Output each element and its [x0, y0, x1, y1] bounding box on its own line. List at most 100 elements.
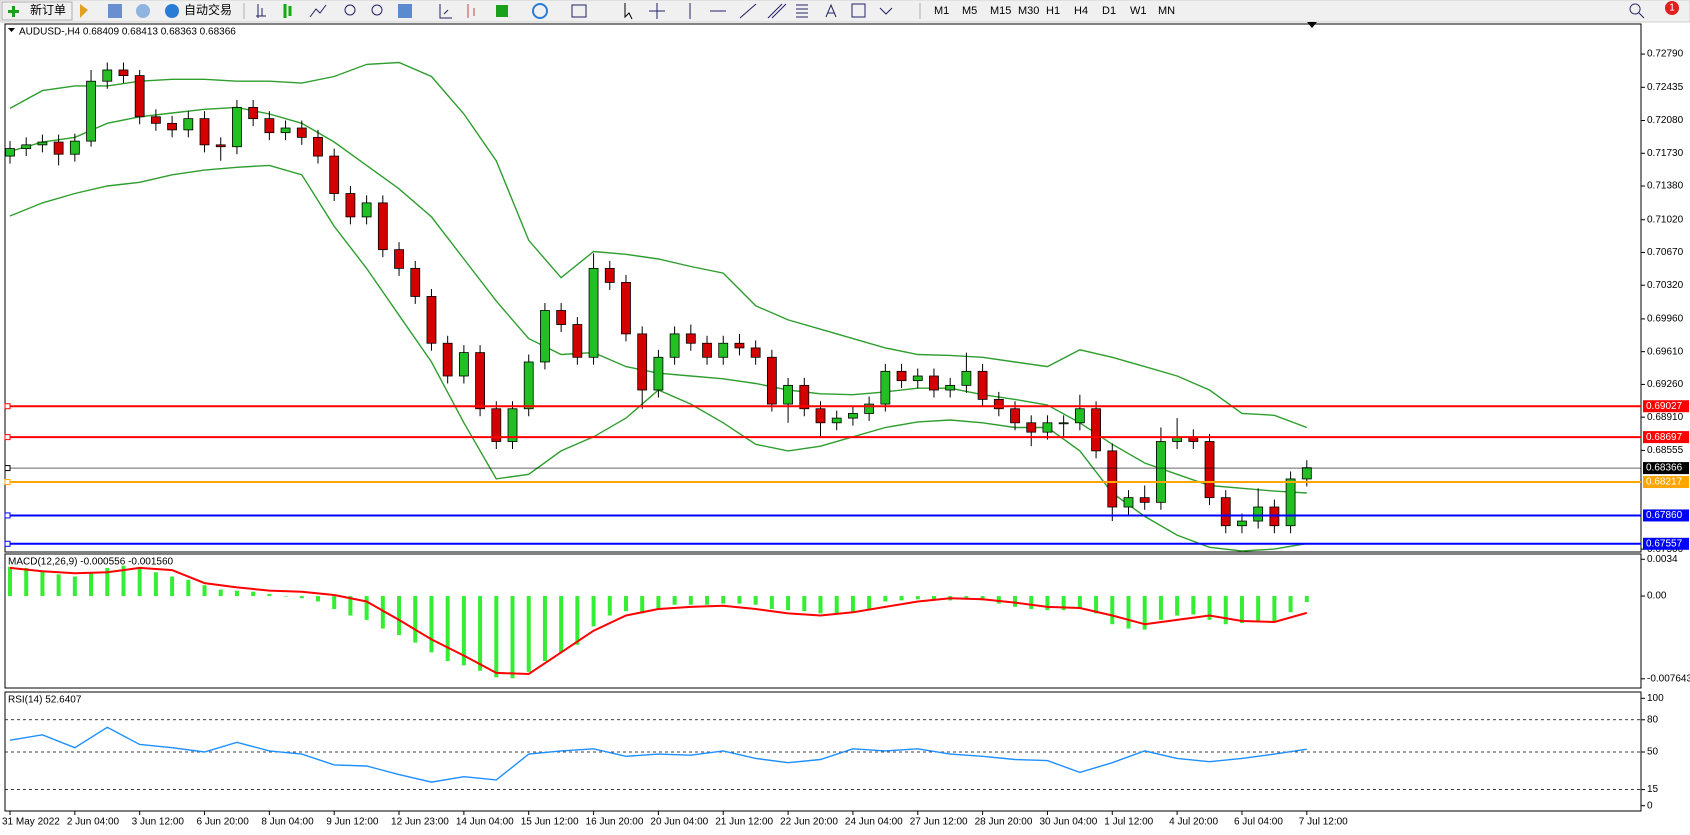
histogram-bar: [1288, 596, 1293, 613]
plus-icon: [8, 10, 19, 13]
icon[interactable]: [496, 5, 508, 17]
candle-body: [912, 375, 923, 382]
timeframe-button[interactable]: MN: [1158, 5, 1175, 17]
candle-body: [1237, 520, 1247, 527]
histogram-bar: [348, 596, 353, 616]
histogram-bar: [1029, 596, 1034, 610]
x-tick-label: 15 Jun 12:00: [521, 817, 579, 828]
histogram-bar: [559, 596, 564, 653]
candle-body: [296, 127, 307, 138]
x-tick-label: 21 Jun 12:00: [715, 817, 773, 828]
icon[interactable]: [344, 4, 356, 16]
y-tick-label: 0.72080: [1647, 115, 1684, 126]
shapes-icon[interactable]: [879, 7, 893, 15]
level-handle: [4, 512, 11, 519]
auto-trade-button[interactable]: 自动交易: [165, 2, 232, 18]
icon[interactable]: [467, 4, 475, 18]
histogram-bar: [1239, 596, 1244, 624]
icon[interactable]: [256, 4, 266, 18]
x-tick-label: 1 Jul 12:00: [1104, 817, 1153, 828]
price-label-box: [1643, 400, 1689, 413]
y-tick-label: 0.72435: [1647, 82, 1684, 93]
icon[interactable]: [80, 4, 88, 18]
timeframe-button[interactable]: H1: [1046, 5, 1060, 17]
candle-body: [685, 333, 696, 344]
dropdown-arrow: [8, 28, 15, 32]
search-icon[interactable]: [1629, 3, 1645, 19]
histogram-bar: [526, 596, 531, 672]
candle-body: [1301, 467, 1312, 480]
candle-body: [248, 107, 259, 120]
button-label: 自动交易: [184, 2, 232, 17]
histogram-bar: [542, 596, 547, 662]
text-icon[interactable]: [825, 3, 837, 18]
icon[interactable]: [371, 4, 383, 16]
toolbar: 新订单 自动交易 1 M1 M5 M15 M30 H1 H4 D: [0, 0, 1690, 23]
icon[interactable]: [398, 4, 412, 18]
histogram-bar: [996, 596, 1001, 604]
alert-badge[interactable]: [1665, 1, 1679, 15]
icon[interactable]: [108, 4, 122, 18]
histogram-bar: [380, 596, 385, 629]
channel-icon[interactable]: [767, 3, 787, 19]
histogram-bar: [656, 596, 661, 610]
candle-body: [1123, 497, 1134, 508]
candle-body: [183, 118, 194, 131]
icon[interactable]: [439, 4, 452, 19]
new-order-button[interactable]: 新订单: [1, 1, 73, 21]
x-tick-label: 31 May 2022: [2, 817, 60, 828]
histogram-bar: [1256, 596, 1261, 621]
candle-body: [523, 361, 534, 410]
toolbar-background: [0, 0, 1690, 23]
histogram-bar: [8, 566, 12, 597]
histogram-bar: [737, 596, 742, 604]
candle-body: [86, 80, 96, 142]
fibo-icon[interactable]: [796, 4, 808, 18]
candle-body: [572, 324, 583, 358]
price-label-box: [1643, 462, 1689, 475]
timeframe-button[interactable]: H4: [1074, 5, 1088, 17]
x-tick-label: 7 Jul 12:00: [1299, 817, 1348, 828]
alert-count: 1: [1669, 3, 1675, 14]
icon[interactable]: [309, 4, 327, 18]
candle-body: [977, 370, 988, 400]
indicator-title: AUDUSD-,H4 0.68409 0.68413 0.68363 0.683…: [19, 27, 236, 38]
timeframe-button[interactable]: D1: [1102, 5, 1116, 17]
timeframe-button[interactable]: M15: [990, 5, 1011, 17]
y-tick-label: 0.72790: [1647, 49, 1684, 60]
cursor-icon[interactable]: [624, 3, 633, 20]
timeframe-button[interactable]: M5: [962, 5, 977, 17]
candle-body: [540, 310, 550, 363]
timeframe-button[interactable]: M30: [1018, 5, 1039, 17]
candle-body: [848, 413, 858, 419]
price-label: 0.67860: [1646, 510, 1683, 521]
candle-body: [880, 370, 891, 405]
icon[interactable]: [532, 3, 548, 19]
icon[interactable]: [283, 4, 292, 18]
candle-body: [799, 384, 810, 410]
candle-body: [280, 127, 291, 134]
histogram-bar: [299, 596, 304, 599]
candle-body: [1010, 408, 1020, 424]
icon[interactable]: [571, 4, 587, 18]
trendline-icon[interactable]: [739, 3, 757, 19]
button-label: 新订单: [30, 2, 66, 17]
histogram-bar: [1191, 596, 1196, 615]
indicator-line: [9, 726, 1307, 783]
histogram-bar: [153, 572, 158, 597]
icon[interactable]: [136, 4, 150, 18]
candle-body: [718, 342, 729, 358]
panel-frame: [4, 691, 1642, 812]
label-icon[interactable]: [851, 3, 866, 18]
candle-body: [507, 408, 518, 442]
candle-body: [313, 136, 323, 157]
timeframe-button[interactable]: W1: [1130, 5, 1147, 17]
histogram-bar: [1304, 596, 1309, 603]
candle-body: [394, 249, 404, 269]
timeframe-button[interactable]: M1: [934, 5, 949, 17]
button-frame: [1, 1, 73, 21]
crosshair-icon[interactable]: [649, 3, 665, 19]
histogram-bar: [1272, 596, 1277, 623]
histogram-bar: [1175, 596, 1180, 616]
